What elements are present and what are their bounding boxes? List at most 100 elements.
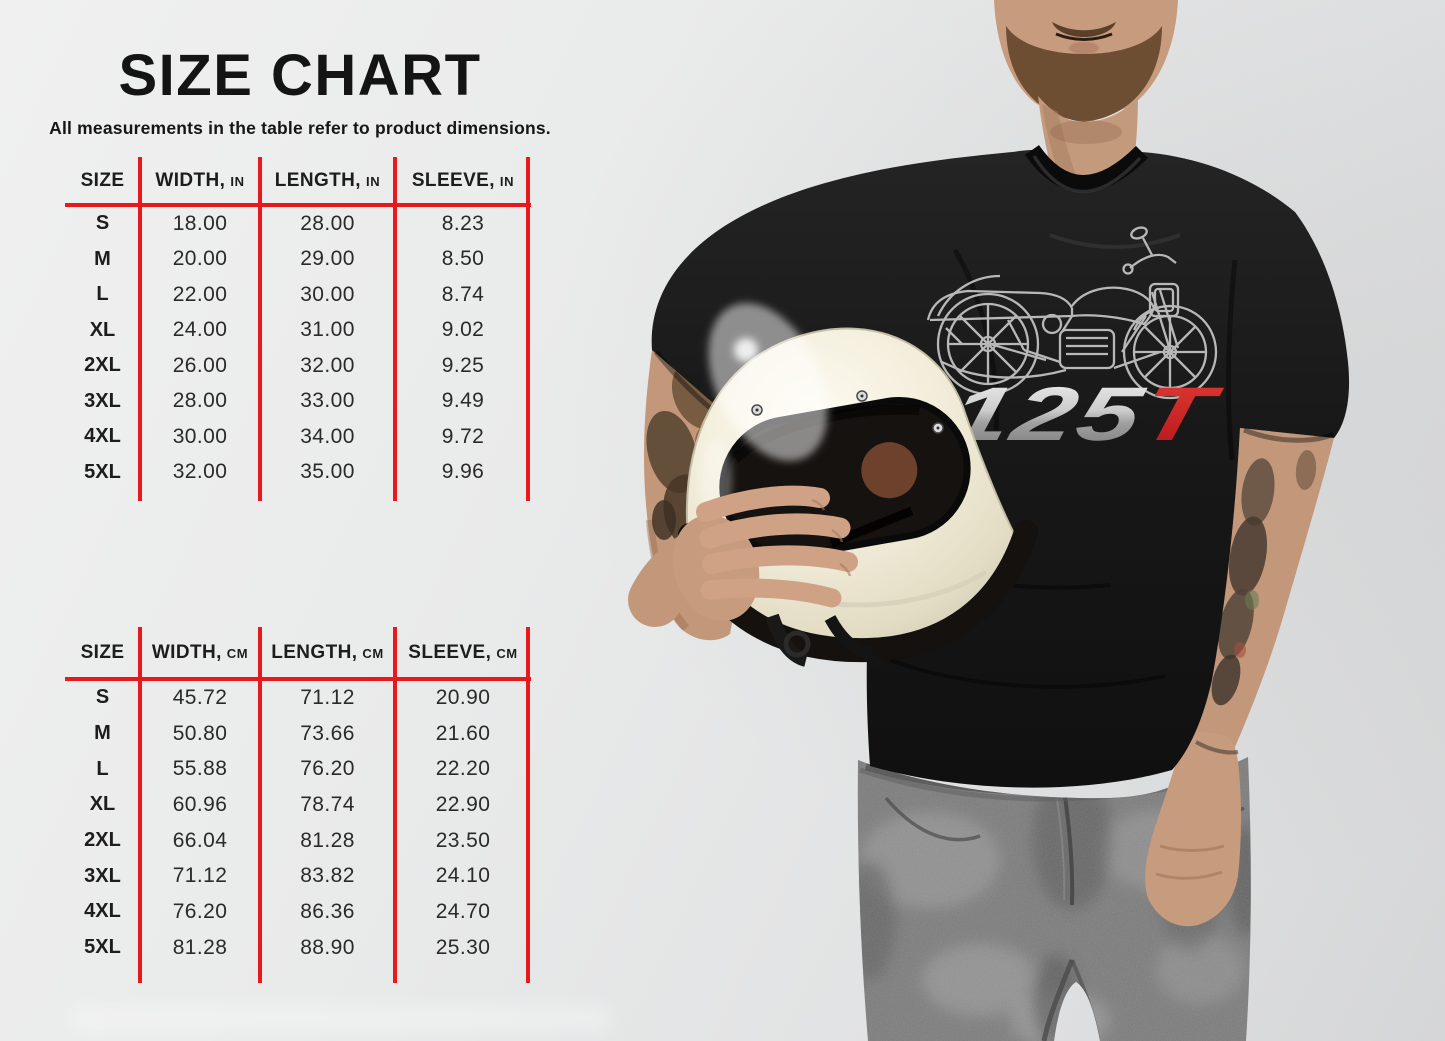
measurement-cell: 78.74: [300, 792, 355, 816]
table-header-rule: [65, 677, 531, 681]
motorcycle-line-art: [926, 226, 1218, 400]
measurement-cell: 29.00: [300, 247, 355, 271]
size-label-cell: 2XL: [84, 829, 121, 852]
measurement-cell: 34.00: [300, 424, 355, 448]
table-column-divider: [138, 157, 142, 501]
size-label-cell: 2XL: [84, 354, 121, 377]
table-column-divider: [138, 627, 142, 983]
column-header: WIDTH, CM: [151, 641, 249, 663]
measurement-cell: 45.72: [172, 685, 228, 709]
right-hand: [1145, 730, 1241, 927]
column-header: SIZE: [80, 169, 125, 191]
measurement-cell: 26.00: [172, 353, 228, 377]
right-arm-tattoos: [1211, 450, 1317, 706]
table-column-divider: [258, 157, 262, 501]
measurement-cell: 22.90: [435, 792, 491, 816]
measurement-cell: 73.66: [300, 721, 355, 745]
size-label-cell: 4XL: [84, 425, 121, 448]
measurement-cell: 32.00: [172, 460, 228, 484]
jeans-pocket: [884, 796, 981, 842]
faint-watermark: [70, 1006, 610, 1032]
beard: [1006, 26, 1162, 122]
measurement-cell: 86.36: [300, 899, 355, 923]
mouth: [1055, 32, 1113, 41]
size-label-cell: 3XL: [84, 389, 121, 412]
measurement-cell: 23.50: [435, 828, 491, 852]
measurement-cell: 66.04: [172, 828, 228, 852]
measurement-cell: 28.00: [300, 211, 355, 235]
table-column-divider: [258, 627, 262, 983]
measurement-cell: 30.00: [172, 424, 228, 448]
measurement-cell: 81.28: [300, 828, 355, 852]
size-label-cell: 5XL: [84, 460, 121, 483]
measurement-cell: 28.00: [172, 389, 228, 413]
size-label-cell: L: [96, 757, 109, 780]
measurement-cell: 22.20: [435, 757, 491, 781]
measurement-cell: 60.96: [172, 792, 228, 816]
measurement-cell: 71.12: [300, 685, 355, 709]
table-column-divider: [526, 157, 530, 501]
size-label-cell: 4XL: [84, 900, 121, 923]
measurement-cell: 9.02: [441, 318, 485, 342]
table-header-rule: [65, 203, 531, 207]
page-subtitle: All measurements in the table refer to p…: [49, 118, 551, 138]
table-column-divider: [526, 627, 530, 983]
size-label-cell: 3XL: [84, 864, 121, 887]
measurement-cell: 20.00: [172, 247, 228, 271]
size-label-cell: S: [95, 212, 110, 235]
measurement-cell: 71.12: [172, 864, 228, 888]
collar: [1025, 144, 1149, 192]
lower-lip: [1069, 42, 1099, 54]
model-face: [994, 0, 1178, 210]
measurement-cell: 9.25: [441, 353, 485, 377]
measurement-cell: 9.72: [441, 424, 485, 448]
column-header: LENGTH, CM: [271, 641, 384, 663]
measurement-cell: 21.60: [435, 721, 491, 745]
measurement-cell: 9.96: [441, 460, 485, 484]
left-hand: [628, 485, 858, 627]
measurement-cell: 76.20: [300, 757, 355, 781]
measurement-cell: 22.00: [172, 282, 228, 306]
measurement-cell: 35.00: [300, 460, 355, 484]
measurement-cell: 83.82: [300, 864, 355, 888]
column-header: WIDTH, IN: [155, 169, 245, 191]
page-title: SIZE CHART: [118, 43, 482, 108]
measurement-cell: 31.00: [300, 318, 355, 342]
measurement-cell: 8.23: [441, 211, 485, 235]
column-header: SIZE: [80, 641, 125, 663]
measurement-cell: 8.74: [441, 282, 485, 306]
size-label-cell: M: [94, 247, 111, 270]
measurement-cell: 32.00: [300, 353, 355, 377]
measurement-cell: 50.80: [172, 721, 228, 745]
measurement-cell: 24.00: [172, 318, 228, 342]
measurement-cell: 30.00: [300, 282, 355, 306]
measurement-cell: 33.00: [300, 389, 355, 413]
measurement-cell: 88.90: [300, 935, 355, 959]
size-label-cell: XL: [89, 318, 116, 341]
measurement-cell: 8.50: [441, 247, 485, 271]
size-label-cell: M: [94, 722, 111, 745]
jeans-fly-seam: [1062, 789, 1075, 906]
size-table-grid: SIZE WIDTH, CM LENGTH, CM SLEEVE, CM S 45.72 71.1…: [65, 625, 531, 985]
measurement-cell: 25.30: [435, 935, 491, 959]
measurement-cell: 24.70: [435, 899, 491, 923]
size-table-inches: SIZE WIDTH, IN LENGTH, IN SLEEVE, IN S 18.00 28.0…: [65, 155, 531, 505]
shirt-graphic-125t: 125 T: [940, 372, 1229, 457]
right-arm: [1145, 428, 1334, 927]
measurement-cell: 76.20: [172, 899, 228, 923]
size-label-cell: 5XL: [84, 936, 121, 959]
helmet-strap: [765, 613, 884, 668]
measurement-cell: 18.00: [172, 211, 228, 235]
measurement-cell: 24.10: [435, 864, 491, 888]
size-label-cell: XL: [89, 793, 116, 816]
measurement-cell: 81.28: [172, 935, 228, 959]
size-label-cell: S: [95, 686, 110, 709]
measurement-cell: 20.90: [435, 685, 491, 709]
measurement-cell: 55.88: [172, 757, 228, 781]
column-header: LENGTH, IN: [274, 169, 381, 191]
table-column-divider: [393, 157, 397, 501]
column-header: SLEEVE, IN: [411, 169, 515, 191]
size-chart-header: SIZE CHART All measurements in the table…: [0, 0, 600, 139]
